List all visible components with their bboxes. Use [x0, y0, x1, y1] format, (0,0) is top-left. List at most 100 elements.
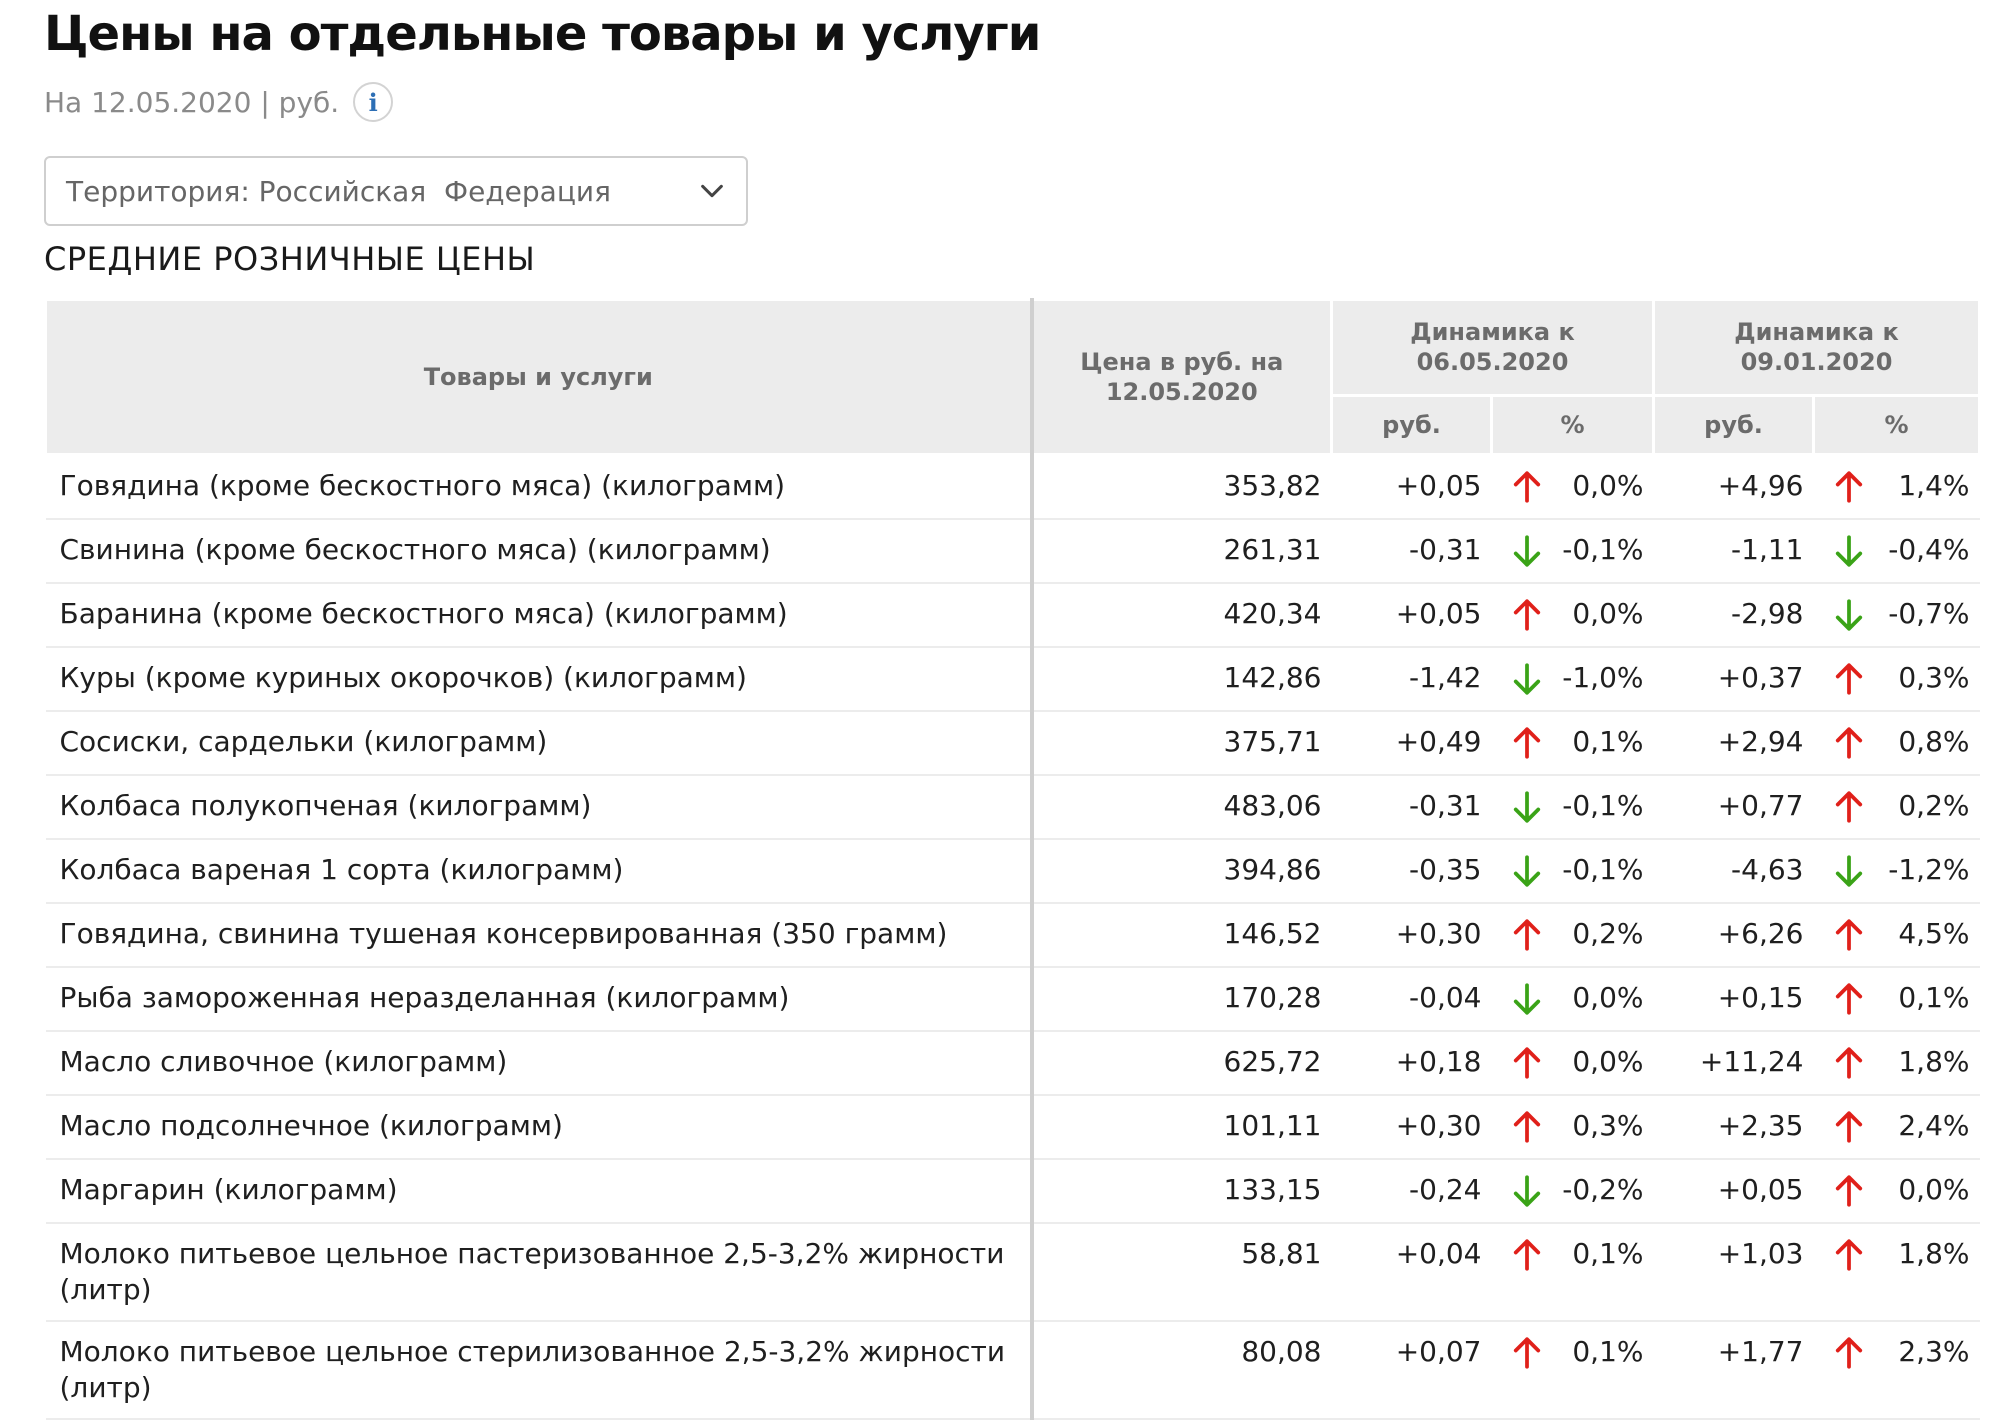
goods-name: Маргарин (килограмм) — [45, 1159, 1034, 1224]
dyn1-pct-value: 0,0% — [1572, 981, 1644, 1014]
dyn2-rub-value: +6,26 — [1653, 903, 1814, 968]
dyn1-pct-value: -0,1% — [1562, 533, 1644, 566]
dyn2-pct-cell: -1,2% — [1813, 839, 1980, 904]
price-value: 80,08 — [1031, 1321, 1332, 1420]
dyn1-pct-cell: -0,2% — [1491, 1159, 1654, 1224]
table-row: Говядина, свинина тушеная консервированн… — [45, 903, 1980, 968]
arrow-up-icon — [1835, 1111, 1862, 1143]
dyn2-rub-value: +4,96 — [1653, 454, 1814, 520]
dyn2-pct-value: 0,3% — [1898, 661, 1970, 694]
dyn2-pct-value: 2,3% — [1898, 1335, 1970, 1368]
dyn2-pct-value: 2,4% — [1898, 1109, 1970, 1142]
dyn1-rub-value: -0,35 — [1331, 839, 1492, 904]
dyn2-pct-cell: 0,2% — [1813, 775, 1980, 840]
territory-select-value: Территория: Российская Федерация — [66, 174, 611, 208]
price-value: 101,11 — [1031, 1095, 1332, 1160]
dyn2-pct-cell: 1,4% — [1813, 454, 1980, 520]
table-row: Молоко питьевое цельное стерилизованное … — [45, 1321, 1980, 1420]
arrow-up-icon — [1513, 919, 1540, 951]
dyn2-rub-value: +2,94 — [1653, 711, 1814, 776]
page-title: Цены на отдельные товары и услуги — [44, 6, 1041, 62]
arrow-up-icon — [1835, 471, 1862, 503]
dyn1-pct-cell: 0,1% — [1491, 1223, 1654, 1322]
goods-name: Сосиски, сардельки (килограмм) — [45, 711, 1034, 776]
table-row: Молоко питьевое цельное пастеризованное … — [45, 1223, 1980, 1322]
dyn1-rub-value: +0,30 — [1331, 903, 1492, 968]
dyn1-rub-value: -0,04 — [1331, 967, 1492, 1032]
arrow-up-icon — [1513, 1111, 1540, 1143]
dyn2-pct-value: -0,7% — [1888, 597, 1970, 630]
goods-name: Рыба замороженная неразделанная (килогра… — [45, 967, 1034, 1032]
goods-name: Колбаса вареная 1 сорта (килограмм) — [45, 839, 1034, 904]
subtitle-date-currency: На 12.05.2020 | руб. — [44, 85, 340, 119]
table-row: Куры (кроме куриных окорочков) (килограм… — [45, 647, 1980, 712]
header-dyn2-rub: руб. — [1652, 393, 1815, 457]
dyn2-rub-value: +1,03 — [1653, 1223, 1814, 1322]
dyn1-pct-value: 0,1% — [1572, 1237, 1644, 1270]
price-value: 353,82 — [1031, 454, 1332, 520]
dyn1-pct-cell: 0,3% — [1491, 1095, 1654, 1160]
arrow-up-icon — [1513, 1337, 1540, 1369]
table-row: Колбаса полукопченая (килограмм) 483,06 -0… — [45, 775, 1980, 840]
arrow-up-icon — [1835, 919, 1862, 951]
dyn2-pct-value: 4,5% — [1898, 917, 1970, 950]
table-row: Баранина (кроме бескостного мяса) (килог… — [45, 583, 1980, 648]
dyn1-pct-cell: 0,0% — [1491, 1031, 1654, 1096]
goods-name: Молоко питьевое цельное стерилизованное … — [45, 1321, 1034, 1420]
dyn1-pct-value: 0,1% — [1572, 725, 1644, 758]
dyn1-pct-value: -1,0% — [1562, 661, 1644, 694]
dyn2-rub-value: +11,24 — [1653, 1031, 1814, 1096]
dyn2-pct-cell: 0,1% — [1813, 967, 1980, 1032]
dyn1-rub-value: +0,04 — [1331, 1223, 1492, 1322]
dyn2-pct-value: 0,8% — [1898, 725, 1970, 758]
arrow-up-icon — [1513, 1047, 1540, 1079]
territory-select[interactable]: Территория: Российская Федерация — [44, 156, 748, 226]
header-dyn2-pct: % — [1812, 393, 1981, 457]
dyn1-pct-cell: -0,1% — [1491, 839, 1654, 904]
dyn1-pct-cell: -0,1% — [1491, 519, 1654, 584]
arrow-up-icon — [1835, 983, 1862, 1015]
header-dynamics-1: Динамика к 06.05.2020 — [1330, 298, 1655, 397]
dyn2-pct-cell: 0,8% — [1813, 711, 1980, 776]
dyn2-pct-cell: 2,4% — [1813, 1095, 1980, 1160]
arrow-down-icon — [1513, 663, 1540, 695]
table-header: Товары и услуги Цена в руб. на 12.05.202… — [44, 298, 1981, 457]
dyn1-pct-value: 0,0% — [1572, 1045, 1644, 1078]
dyn2-pct-value: 1,8% — [1898, 1045, 1970, 1078]
arrow-down-icon — [1835, 599, 1862, 631]
arrow-up-icon — [1835, 791, 1862, 823]
price-value: 375,71 — [1031, 711, 1332, 776]
arrow-up-icon — [1835, 1175, 1862, 1207]
arrow-down-icon — [1513, 855, 1540, 887]
dyn1-pct-cell: 0,0% — [1491, 583, 1654, 648]
table-row: Масло подсолнечное (килограмм) 101,11 +0,3… — [45, 1095, 1980, 1160]
arrow-down-icon — [1835, 535, 1862, 567]
goods-name: Колбаса полукопченая (килограмм) — [45, 775, 1034, 840]
dyn2-rub-value: +2,35 — [1653, 1095, 1814, 1160]
dyn1-pct-value: 0,0% — [1572, 597, 1644, 630]
goods-name: Говядина, свинина тушеная консервированн… — [45, 903, 1034, 968]
price-value: 420,34 — [1031, 583, 1332, 648]
dyn1-rub-value: -0,24 — [1331, 1159, 1492, 1224]
price-value: 625,72 — [1031, 1031, 1332, 1096]
price-value: 146,52 — [1031, 903, 1332, 968]
arrow-up-icon — [1835, 1047, 1862, 1079]
header-dyn1-rub: руб. — [1330, 393, 1493, 457]
arrow-down-icon — [1513, 535, 1540, 567]
table-row: Говядина (кроме бескостного мяса) (килог… — [45, 454, 1980, 520]
dyn2-rub-value: +0,05 — [1653, 1159, 1814, 1224]
dyn2-rub-value: +0,37 — [1653, 647, 1814, 712]
dyn1-pct-value: 0,0% — [1572, 469, 1644, 502]
header-price: Цена в руб. на 12.05.2020 — [1030, 298, 1333, 456]
info-icon[interactable]: i — [353, 82, 394, 122]
arrow-down-icon — [1513, 1175, 1540, 1207]
dyn1-pct-cell: 0,1% — [1491, 711, 1654, 776]
dyn1-pct-cell: 0,0% — [1491, 967, 1654, 1032]
price-value: 170,28 — [1031, 967, 1332, 1032]
dyn2-pct-value: -1,2% — [1888, 853, 1970, 886]
dyn2-rub-value: -2,98 — [1653, 583, 1814, 648]
dyn1-pct-value: -0,1% — [1562, 853, 1644, 886]
price-value: 133,15 — [1031, 1159, 1332, 1224]
dyn1-rub-value: +0,05 — [1331, 454, 1492, 520]
arrow-up-icon — [1835, 663, 1862, 695]
